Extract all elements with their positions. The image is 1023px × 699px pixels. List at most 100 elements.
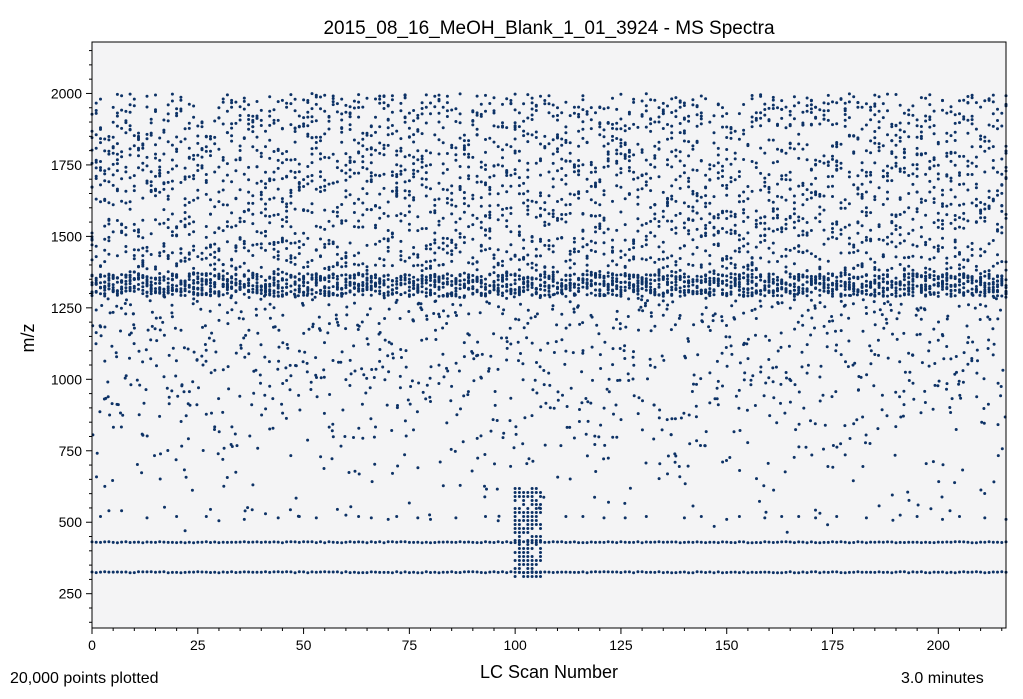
data-point — [564, 203, 568, 207]
data-point — [301, 303, 305, 307]
data-point — [445, 280, 449, 284]
data-point — [721, 288, 724, 292]
data-point — [128, 571, 132, 575]
data-point — [285, 209, 289, 213]
data-point — [264, 186, 267, 190]
data-point — [822, 540, 826, 544]
data-point — [183, 570, 187, 574]
data-point — [94, 308, 98, 312]
data-point — [141, 285, 145, 289]
data-point — [212, 339, 216, 343]
data-point — [445, 322, 449, 325]
data-point — [416, 255, 420, 259]
data-point — [124, 170, 128, 174]
data-point — [424, 185, 428, 189]
data-point — [928, 541, 932, 544]
data-point — [594, 570, 597, 574]
data-point — [911, 540, 915, 544]
data-point — [658, 408, 662, 412]
data-point — [311, 298, 314, 302]
data-point — [674, 283, 678, 287]
data-point — [272, 294, 276, 298]
data-point — [577, 164, 581, 168]
data-point — [806, 308, 810, 312]
data-point — [128, 207, 132, 211]
data-point — [509, 206, 513, 210]
data-point — [348, 193, 352, 197]
data-point — [695, 290, 699, 294]
data-point — [141, 143, 145, 147]
data-point — [534, 277, 538, 281]
data-point — [644, 277, 648, 281]
data-point — [137, 273, 140, 277]
data-point — [387, 307, 391, 311]
data-point — [792, 104, 796, 108]
data-point — [534, 136, 538, 139]
data-point — [268, 540, 272, 544]
data-point — [589, 540, 593, 544]
data-point — [797, 215, 801, 219]
data-point — [306, 134, 310, 138]
data-point — [568, 540, 572, 544]
data-point — [598, 282, 602, 286]
data-point — [437, 111, 441, 115]
data-point — [501, 436, 505, 440]
data-point — [399, 281, 403, 285]
data-point — [704, 186, 708, 190]
data-point — [678, 314, 682, 317]
data-point — [750, 125, 754, 129]
data-point — [449, 399, 453, 403]
data-point — [484, 163, 487, 167]
data-point — [391, 352, 395, 356]
data-point — [120, 570, 124, 574]
data-point — [759, 124, 763, 128]
data-point — [128, 356, 131, 360]
data-point — [649, 122, 653, 126]
data-point — [831, 157, 834, 161]
data-point — [209, 290, 212, 293]
data-point — [390, 170, 394, 174]
data-point — [809, 122, 813, 126]
data-point — [458, 483, 462, 487]
data-point — [674, 540, 678, 544]
data-point — [814, 163, 818, 167]
data-point — [649, 314, 653, 318]
data-point — [618, 322, 622, 326]
data-point — [716, 379, 720, 383]
data-point — [331, 570, 335, 574]
data-point — [792, 541, 796, 545]
data-point — [577, 570, 581, 574]
data-point — [560, 197, 564, 201]
data-point — [264, 284, 267, 287]
data-point — [314, 93, 318, 97]
data-point — [674, 178, 678, 182]
data-point — [128, 153, 132, 157]
data-point — [502, 431, 506, 435]
data-point — [619, 144, 623, 148]
data-point — [314, 146, 318, 150]
data-point — [280, 270, 284, 274]
data-point — [331, 359, 335, 362]
data-point — [682, 221, 686, 225]
data-point — [932, 570, 936, 574]
data-point — [657, 115, 661, 119]
data-point — [158, 190, 162, 194]
data-point — [128, 176, 132, 180]
data-point — [412, 284, 416, 287]
data-point — [335, 252, 339, 256]
data-point — [331, 293, 335, 297]
data-point — [708, 283, 712, 287]
data-point — [843, 571, 847, 575]
data-point — [627, 248, 631, 251]
data-point — [374, 425, 377, 429]
data-point — [831, 100, 834, 104]
data-point — [221, 368, 225, 372]
data-point — [809, 182, 813, 186]
data-point — [712, 281, 716, 285]
data-point — [512, 446, 516, 450]
data-point — [424, 244, 428, 248]
data-point — [183, 197, 187, 201]
data-point — [623, 540, 627, 544]
data-point — [907, 540, 911, 544]
data-point — [636, 284, 640, 288]
